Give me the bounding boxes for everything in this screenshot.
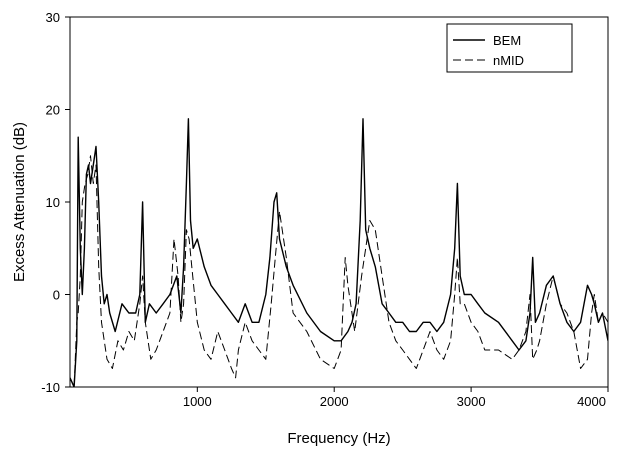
legend-label-nmid: nMID <box>493 53 524 68</box>
x-tick-label: 1000 <box>183 394 212 409</box>
y-tick-label: 10 <box>46 195 60 210</box>
x-axis-title: Frequency (Hz) <box>287 430 390 447</box>
y-axis-title: Excess Attenuation (dB) <box>11 122 28 282</box>
y-tick-label: -10 <box>41 380 60 395</box>
series-layer <box>70 118 608 387</box>
x-tick-label: 3000 <box>457 394 486 409</box>
legend-label-bem: BEM <box>493 33 521 48</box>
axis-layer: 1000 2000 3000 4000 -10 0 10 20 30 <box>41 10 609 409</box>
y-tick-label: 20 <box>46 103 60 118</box>
x-tick-label: 2000 <box>320 394 349 409</box>
y-tick-label: 30 <box>46 10 60 25</box>
legend-box <box>446 23 573 73</box>
series-line-bem <box>70 118 608 387</box>
legend: BEM nMID <box>446 23 573 73</box>
series-line-nmid <box>70 155 608 387</box>
x-tick-label: 4000 <box>577 394 606 409</box>
y-tick-label: 0 <box>53 288 60 303</box>
